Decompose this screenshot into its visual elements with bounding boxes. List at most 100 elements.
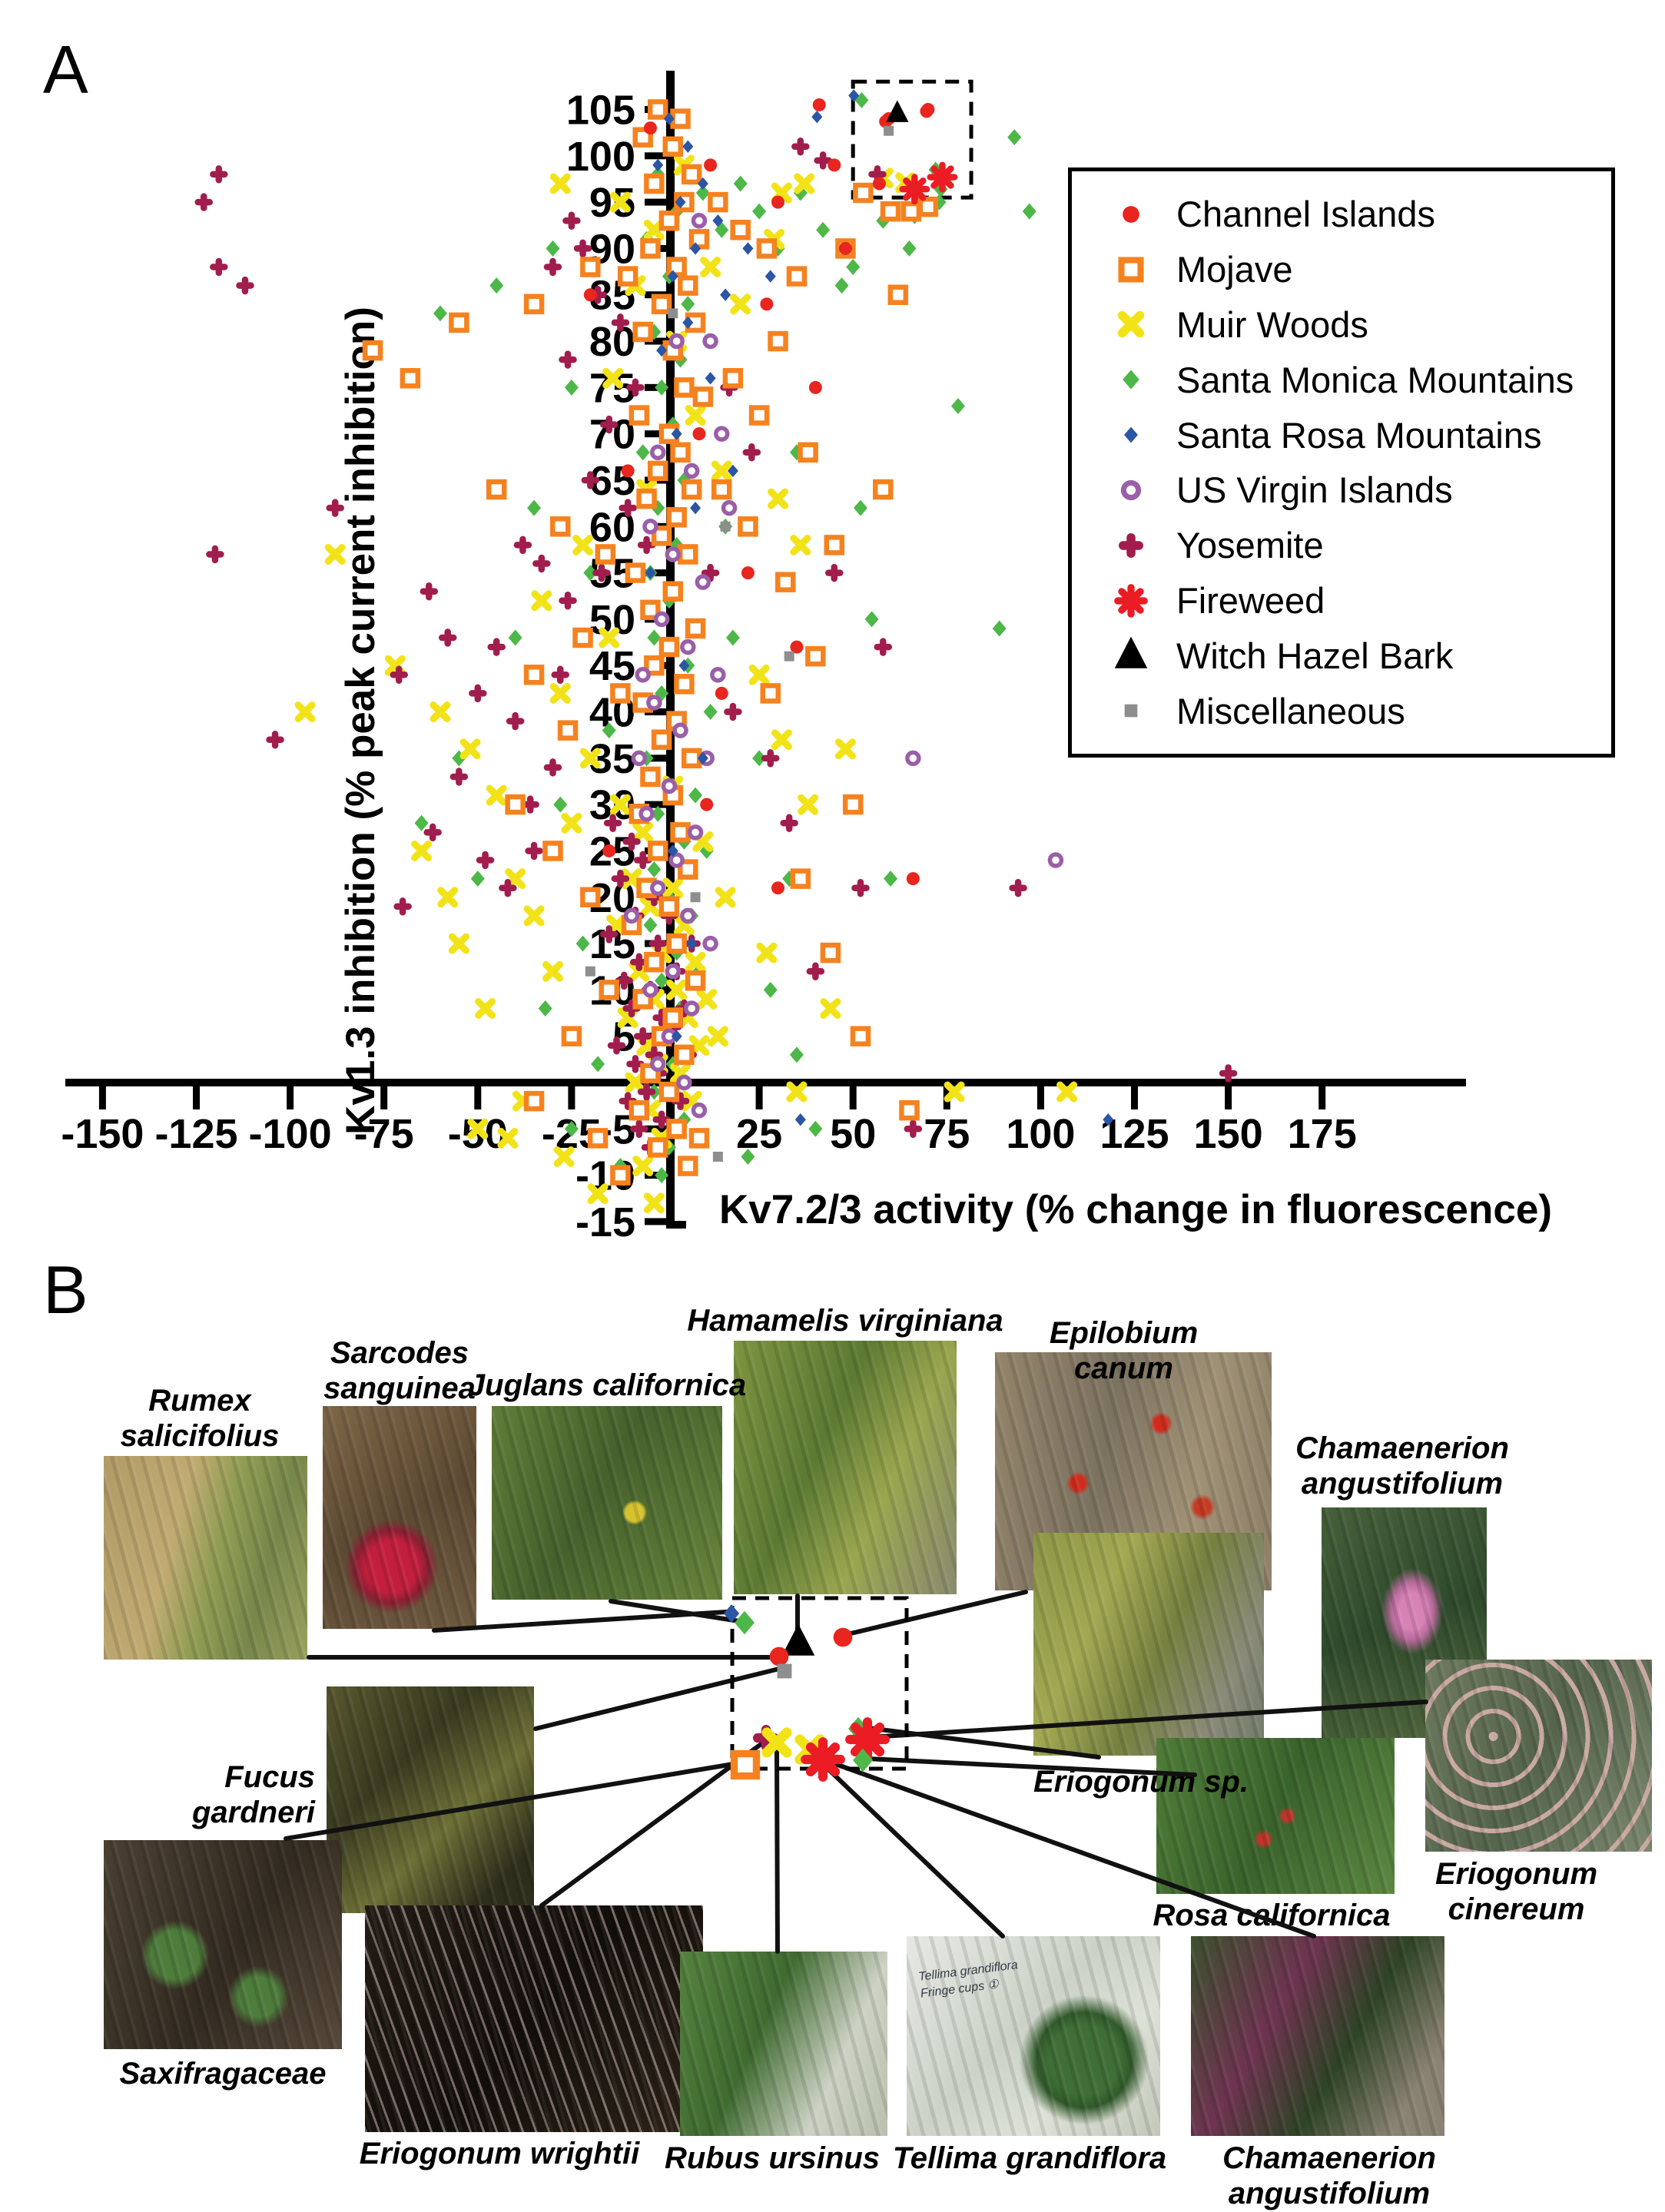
marker-channel_islands: [769, 1647, 789, 1666]
marker-yosemite: [506, 711, 525, 731]
marker-santa_monica: [669, 203, 684, 220]
marker-channel_islands: [700, 798, 714, 811]
marker-fireweed: [899, 174, 930, 205]
marker-muir_woods: [666, 979, 688, 1000]
marker-santa_monica: [834, 277, 849, 294]
marker-muir_woods: [475, 998, 496, 1020]
legend-label: Fireweed: [1176, 580, 1325, 621]
series-channel_islands: [583, 98, 935, 895]
marker-muir_woods: [512, 1090, 533, 1112]
marker-santa_rosa: [682, 316, 694, 330]
y-tick: [645, 708, 666, 716]
marker-usvi: [653, 611, 670, 628]
marker-yosemite: [487, 638, 506, 656]
marker-yosemite: [626, 378, 645, 397]
marker-channel_islands: [828, 158, 841, 172]
marker-santa_monica: [725, 629, 740, 646]
marker-muir_woods: [715, 887, 736, 908]
marker-yosemite: [611, 313, 630, 332]
marker-santa_monica: [665, 778, 680, 794]
marker-yosemite: [641, 980, 660, 1000]
marker-channel_islands: [808, 380, 822, 394]
marker-channel_islands: [692, 427, 706, 441]
marker-misc: [1124, 704, 1138, 718]
photo-eriogonum-wrightii: [365, 1905, 703, 2132]
marker-usvi: [698, 750, 715, 767]
y-tick-label: 65: [589, 458, 635, 504]
marker-yosemite: [499, 878, 517, 897]
marker-witch_hazel: [1114, 636, 1148, 669]
marker-yosemite: [724, 702, 742, 721]
photo-hamamelis: [734, 1341, 957, 1594]
marker-yosemite: [742, 443, 761, 462]
marker-muir_woods: [625, 275, 646, 297]
marker-santa_monica: [673, 351, 688, 368]
marker-mojave: [805, 645, 826, 667]
marker-usvi: [1120, 479, 1142, 500]
legend-label: Yosemite: [1176, 525, 1324, 566]
marker-mojave: [722, 368, 744, 389]
x-tick-label: -50: [448, 1111, 508, 1157]
marker-mojave: [651, 293, 672, 315]
marker-muir_woods: [651, 1127, 672, 1149]
marker-santa_monica: [677, 1111, 692, 1128]
marker-usvi: [710, 667, 726, 683]
marker-muir_woods: [651, 942, 672, 963]
marker-santa_monica: [715, 221, 729, 238]
marker-yosemite: [615, 971, 634, 990]
y-tick-label: 15: [589, 921, 635, 967]
marker-muir_woods: [944, 1081, 965, 1103]
marker-muir_woods: [872, 167, 894, 189]
marker-muir_woods: [497, 1127, 519, 1149]
marker-santa_rosa: [720, 288, 731, 301]
y-tick-label: 70: [589, 412, 635, 458]
y-tick: [645, 430, 666, 438]
marker-yosemite: [701, 563, 720, 582]
marker-muir_woods: [621, 868, 642, 890]
marker-muir_woods: [794, 1734, 825, 1765]
inset-zoom-box: [730, 1596, 909, 1771]
legend-item-muir_woods: Muir Woods: [1103, 301, 1604, 347]
marker-usvi: [721, 499, 738, 516]
marker-santa_monica: [854, 91, 869, 108]
photo-label-chamaenerion-bottom: Chamaenerion angustifolium: [1222, 2141, 1436, 2211]
marker-usvi: [683, 1000, 700, 1016]
marker-yosemite: [438, 628, 457, 647]
marker-mojave: [647, 841, 668, 861]
marker-muir_woods: [895, 172, 917, 194]
marker-mojave: [651, 729, 672, 750]
marker-santa_monica: [647, 861, 662, 878]
marker-mojave: [662, 581, 684, 602]
marker-channel_islands: [882, 112, 896, 126]
series-witch_hazel: [886, 100, 909, 122]
marker-muir_woods: [549, 682, 571, 704]
marker-muir_woods: [531, 590, 552, 612]
marker-muir_woods: [437, 887, 459, 908]
marker-santa_monica: [643, 565, 658, 582]
marker-santa_monica: [647, 323, 662, 340]
marker-yosemite: [599, 925, 619, 943]
legend-label: Santa Monica Mountains: [1176, 359, 1574, 400]
marker-mojave: [730, 1749, 761, 1780]
marker-yosemite: [682, 934, 701, 953]
marker-muir_woods: [587, 1183, 609, 1205]
marker-santa_rosa: [645, 566, 656, 579]
marker-santa_monica: [852, 1748, 874, 1773]
marker-muir_woods: [294, 701, 316, 723]
marker-santa_monica: [677, 472, 692, 489]
marker-santa_monica: [662, 1139, 676, 1156]
marker-muir_woods: [685, 405, 706, 426]
marker-witch_hazel: [781, 1623, 815, 1656]
marker-muir_woods: [609, 191, 631, 213]
marker-mojave: [640, 766, 661, 788]
marker-yosemite: [513, 536, 532, 555]
x-tick: [1225, 1086, 1232, 1109]
marker-santa_monica: [613, 1158, 628, 1175]
marker-santa_monica: [655, 379, 669, 396]
marker-channel_islands: [812, 98, 826, 111]
legend-marker-muir_woods: [1117, 311, 1145, 338]
y-tick: [645, 894, 666, 901]
marker-santa_rosa: [667, 270, 678, 283]
marker-muir_woods: [542, 960, 563, 982]
marker-santa_monica: [651, 166, 665, 183]
